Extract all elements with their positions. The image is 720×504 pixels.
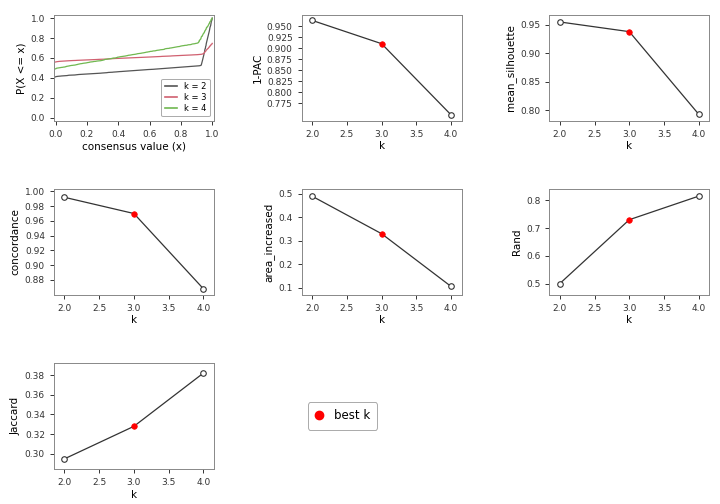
- X-axis label: k: k: [379, 316, 384, 326]
- X-axis label: consensus value (x): consensus value (x): [82, 142, 186, 151]
- Y-axis label: P(X <= x): P(X <= x): [17, 42, 27, 94]
- Y-axis label: area_increased: area_increased: [264, 202, 274, 282]
- X-axis label: k: k: [131, 316, 137, 326]
- Y-axis label: Jaccard: Jaccard: [11, 397, 21, 435]
- Y-axis label: concordance: concordance: [11, 209, 21, 275]
- Y-axis label: 1-PAC: 1-PAC: [253, 53, 263, 83]
- X-axis label: k: k: [626, 142, 632, 151]
- Y-axis label: Rand: Rand: [512, 229, 522, 255]
- X-axis label: k: k: [379, 142, 384, 151]
- Y-axis label: mean_silhouette: mean_silhouette: [505, 24, 516, 111]
- X-axis label: k: k: [131, 489, 137, 499]
- Legend: best k: best k: [307, 402, 377, 429]
- Legend: k = 2, k = 3, k = 4: k = 2, k = 3, k = 4: [161, 79, 210, 116]
- X-axis label: k: k: [626, 316, 632, 326]
